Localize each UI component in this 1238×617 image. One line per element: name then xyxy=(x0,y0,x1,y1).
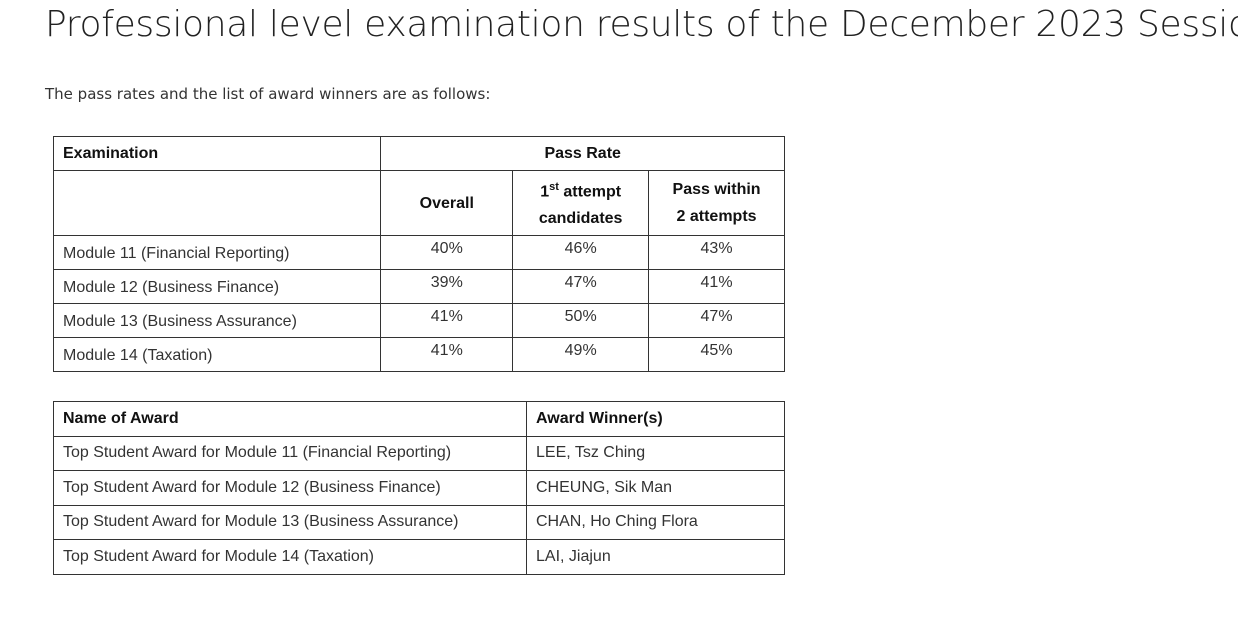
overall-rate: 39% xyxy=(380,269,514,304)
within-two-rate: 47% xyxy=(648,303,785,338)
module-name: Module 11 (Financial Reporting) xyxy=(52,235,382,270)
first-attempt-superscript: st xyxy=(549,180,559,193)
within-two-line1: Pass within xyxy=(672,181,761,198)
empty-header-cell xyxy=(52,170,382,236)
award-winner: LEE, Tsz Ching xyxy=(526,435,785,471)
table-row: Module 12 (Business Finance) 39% 47% 41% xyxy=(52,269,785,304)
pass-rate-table: Examination Pass Rate Overall 1st attemp… xyxy=(52,136,785,372)
within-two-header: Pass within 2 attempts xyxy=(648,170,785,236)
table-row: Top Student Award for Module 12 (Busines… xyxy=(53,470,785,506)
table-row: Module 14 (Taxation) 41% 49% 45% xyxy=(52,337,785,372)
table-subheader-row: Overall 1st attempt candidates Pass with… xyxy=(52,170,785,236)
table-header-row: Examination Pass Rate xyxy=(52,136,785,171)
award-winner: CHEUNG, Sik Man xyxy=(526,470,785,506)
overall-header: Overall xyxy=(380,170,514,236)
overall-rate: 40% xyxy=(380,235,514,270)
first-attempt-number: 1 xyxy=(540,183,550,201)
table-row: Top Student Award for Module 11 (Financi… xyxy=(53,435,785,471)
examination-header: Examination xyxy=(52,136,382,171)
first-attempt-rate: 47% xyxy=(512,269,650,304)
first-attempt-rate: 50% xyxy=(512,303,650,338)
award-name: Top Student Award for Module 11 (Financi… xyxy=(53,435,527,471)
first-attempt-header: 1st attempt candidates xyxy=(512,170,650,236)
award-name-header: Name of Award xyxy=(53,401,527,437)
award-name: Top Student Award for Module 13 (Busines… xyxy=(53,504,527,540)
page-title: Professional level examination results o… xyxy=(45,4,1238,45)
award-winner: LAI, Jiajun xyxy=(526,539,785,575)
module-name: Module 13 (Business Assurance) xyxy=(52,303,382,338)
first-attempt-word: attempt xyxy=(558,183,622,201)
first-attempt-rate: 46% xyxy=(512,235,650,270)
table-header-row: Name of Award Award Winner(s) xyxy=(53,401,785,437)
intro-text: The pass rates and the list of award win… xyxy=(45,85,491,103)
award-winners-table: Name of Award Award Winner(s) Top Studen… xyxy=(53,401,785,575)
within-two-rate: 41% xyxy=(648,269,785,304)
award-name: Top Student Award for Module 12 (Busines… xyxy=(53,470,527,506)
first-attempt-line2: candidates xyxy=(538,210,623,228)
module-name: Module 14 (Taxation) xyxy=(52,337,382,372)
within-two-line2: 2 attempts xyxy=(676,208,757,225)
table-row: Top Student Award for Module 13 (Busines… xyxy=(53,504,785,540)
table-row: Top Student Award for Module 14 (Taxatio… xyxy=(53,539,785,575)
award-winner: CHAN, Ho Ching Flora xyxy=(526,504,785,540)
table-row: Module 13 (Business Assurance) 41% 50% 4… xyxy=(52,303,785,338)
overall-rate: 41% xyxy=(380,337,514,372)
first-attempt-rate: 49% xyxy=(512,337,650,372)
award-name: Top Student Award for Module 14 (Taxatio… xyxy=(53,539,527,575)
within-two-rate: 43% xyxy=(648,235,785,270)
pass-rate-header: Pass Rate xyxy=(380,136,785,171)
award-winner-header: Award Winner(s) xyxy=(526,401,785,437)
table-row: Module 11 (Financial Reporting) 40% 46% … xyxy=(52,235,785,270)
within-two-rate: 45% xyxy=(648,337,785,372)
module-name: Module 12 (Business Finance) xyxy=(52,269,382,304)
overall-rate: 41% xyxy=(380,303,514,338)
